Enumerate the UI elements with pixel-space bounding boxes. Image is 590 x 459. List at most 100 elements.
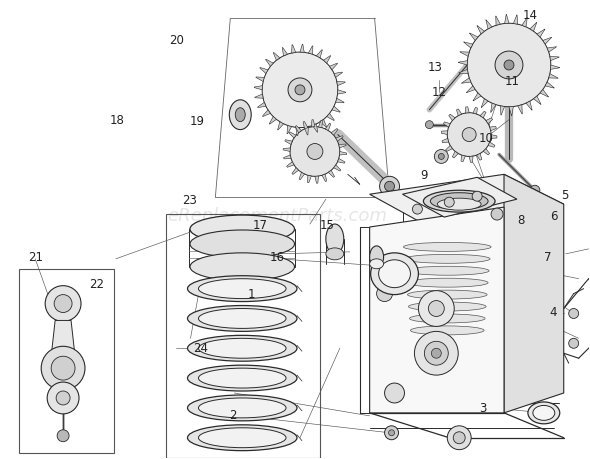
Polygon shape — [453, 152, 458, 159]
Polygon shape — [273, 53, 280, 61]
Polygon shape — [260, 68, 268, 74]
Polygon shape — [491, 104, 496, 113]
Polygon shape — [457, 110, 462, 117]
Polygon shape — [284, 156, 291, 160]
Polygon shape — [307, 176, 312, 183]
Circle shape — [376, 256, 392, 272]
Polygon shape — [303, 122, 308, 129]
Polygon shape — [269, 118, 276, 125]
Circle shape — [412, 205, 422, 215]
Ellipse shape — [370, 259, 384, 269]
Polygon shape — [370, 175, 563, 228]
Polygon shape — [263, 111, 270, 118]
Polygon shape — [537, 30, 545, 38]
Ellipse shape — [198, 398, 286, 418]
Ellipse shape — [198, 279, 286, 299]
Polygon shape — [291, 45, 296, 54]
Circle shape — [418, 291, 454, 327]
Ellipse shape — [188, 425, 297, 451]
Polygon shape — [504, 175, 563, 413]
Polygon shape — [460, 53, 469, 57]
Bar — [19, 269, 114, 453]
Polygon shape — [339, 145, 346, 149]
Ellipse shape — [198, 428, 286, 448]
Polygon shape — [254, 86, 263, 90]
Polygon shape — [258, 103, 266, 108]
Ellipse shape — [188, 336, 297, 361]
Text: 6: 6 — [550, 209, 557, 222]
Circle shape — [472, 192, 482, 202]
Polygon shape — [459, 70, 468, 74]
Circle shape — [57, 430, 69, 442]
Polygon shape — [313, 124, 318, 133]
Text: 16: 16 — [270, 251, 285, 263]
Ellipse shape — [405, 267, 489, 275]
Polygon shape — [323, 56, 330, 64]
Polygon shape — [295, 126, 301, 134]
Polygon shape — [470, 34, 478, 41]
Text: eReplacementParts.com: eReplacementParts.com — [168, 207, 387, 225]
Ellipse shape — [230, 101, 251, 130]
Text: 21: 21 — [28, 251, 43, 263]
Circle shape — [414, 332, 458, 375]
Polygon shape — [331, 129, 338, 136]
Polygon shape — [466, 87, 475, 94]
Ellipse shape — [190, 253, 294, 281]
Circle shape — [385, 383, 405, 403]
Polygon shape — [287, 162, 294, 168]
Ellipse shape — [430, 193, 488, 210]
Polygon shape — [442, 139, 448, 144]
Ellipse shape — [424, 191, 495, 213]
Polygon shape — [549, 74, 558, 79]
Ellipse shape — [198, 309, 286, 329]
Bar — [166, 215, 320, 458]
Polygon shape — [491, 135, 497, 139]
Text: 11: 11 — [505, 75, 520, 88]
Polygon shape — [287, 126, 291, 134]
Polygon shape — [320, 120, 327, 128]
Text: 14: 14 — [522, 9, 537, 22]
Ellipse shape — [235, 108, 245, 123]
Text: 17: 17 — [253, 218, 267, 231]
Ellipse shape — [190, 216, 294, 243]
Text: 5: 5 — [562, 189, 569, 202]
Polygon shape — [446, 146, 453, 152]
Polygon shape — [332, 107, 340, 113]
Polygon shape — [513, 16, 517, 25]
Polygon shape — [522, 18, 527, 28]
Polygon shape — [550, 57, 559, 62]
Polygon shape — [282, 48, 287, 57]
Circle shape — [462, 129, 476, 142]
Polygon shape — [402, 178, 517, 218]
Polygon shape — [312, 120, 315, 128]
Polygon shape — [296, 128, 300, 136]
Polygon shape — [486, 118, 493, 124]
Text: 9: 9 — [421, 168, 428, 181]
Text: 24: 24 — [194, 341, 208, 355]
Polygon shape — [488, 143, 495, 148]
Circle shape — [47, 382, 79, 414]
Text: 22: 22 — [89, 278, 104, 291]
Polygon shape — [461, 79, 471, 84]
Polygon shape — [277, 123, 284, 131]
Ellipse shape — [533, 406, 555, 420]
Circle shape — [290, 127, 340, 177]
Polygon shape — [461, 156, 466, 162]
Ellipse shape — [188, 395, 297, 421]
Text: 15: 15 — [320, 218, 335, 231]
Polygon shape — [466, 107, 469, 114]
Ellipse shape — [408, 302, 486, 311]
Ellipse shape — [198, 369, 286, 388]
Polygon shape — [469, 157, 473, 163]
Circle shape — [425, 121, 433, 129]
Ellipse shape — [528, 402, 560, 424]
Polygon shape — [336, 136, 343, 142]
Polygon shape — [283, 149, 290, 152]
Polygon shape — [477, 154, 482, 161]
Polygon shape — [490, 127, 496, 131]
Ellipse shape — [326, 248, 344, 260]
Polygon shape — [299, 173, 304, 180]
Polygon shape — [337, 159, 345, 164]
Text: 19: 19 — [189, 114, 204, 128]
Polygon shape — [477, 27, 484, 35]
